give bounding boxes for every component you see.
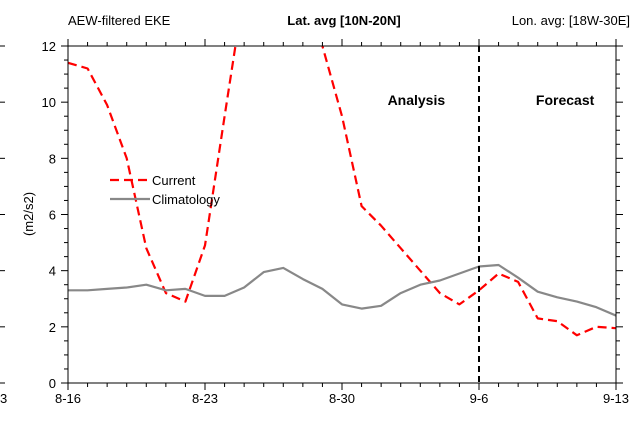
x-tick-label: 8-30 [329, 391, 355, 406]
y-tick-label: 8 [49, 151, 56, 166]
chart-header: AEW-filtered EKE Lat. avg [10N-20N] Lon.… [68, 13, 630, 28]
series-line-current [68, 46, 616, 337]
x-tick-label: 9-6 [470, 391, 489, 406]
annotation-forecast: Forecast [536, 92, 595, 108]
annotation-analysis: Analysis [388, 92, 446, 108]
header-right-label: Lon. avg: [18W-30E] [512, 13, 630, 28]
annotations: Analysis Forecast [388, 92, 595, 108]
x-tick-label: 9-13 [603, 391, 629, 406]
x-tick-label: 8-23 [192, 391, 218, 406]
series-layer [68, 46, 616, 337]
axis-ticks: 0 2 4 6 8 10 12 3 8-16 8-23 8-30 9-6 9-13 [0, 39, 629, 406]
y-tick-label: 2 [49, 320, 56, 335]
header-center-label: Lat. avg [10N-20N] [287, 13, 400, 28]
y-tick-label: 0 [49, 376, 56, 391]
y-axis-label: (m2/s2) [21, 192, 36, 236]
y-tick-label: 10 [42, 95, 56, 110]
y-tick-label: 4 [49, 264, 56, 279]
x-tick-label: 8-16 [55, 391, 81, 406]
plot-frame [67, 45, 617, 384]
y-tick-label: 6 [49, 208, 56, 223]
x-tick-label: 3 [0, 391, 7, 406]
series-line-climatology [68, 263, 616, 317]
legend-label-climatology: Climatology [152, 192, 220, 207]
legend-label-current: Current [152, 173, 196, 188]
y-tick-label: 12 [42, 39, 56, 54]
header-left-label: AEW-filtered EKE [68, 13, 171, 28]
legend: Current Climatology [110, 173, 220, 207]
